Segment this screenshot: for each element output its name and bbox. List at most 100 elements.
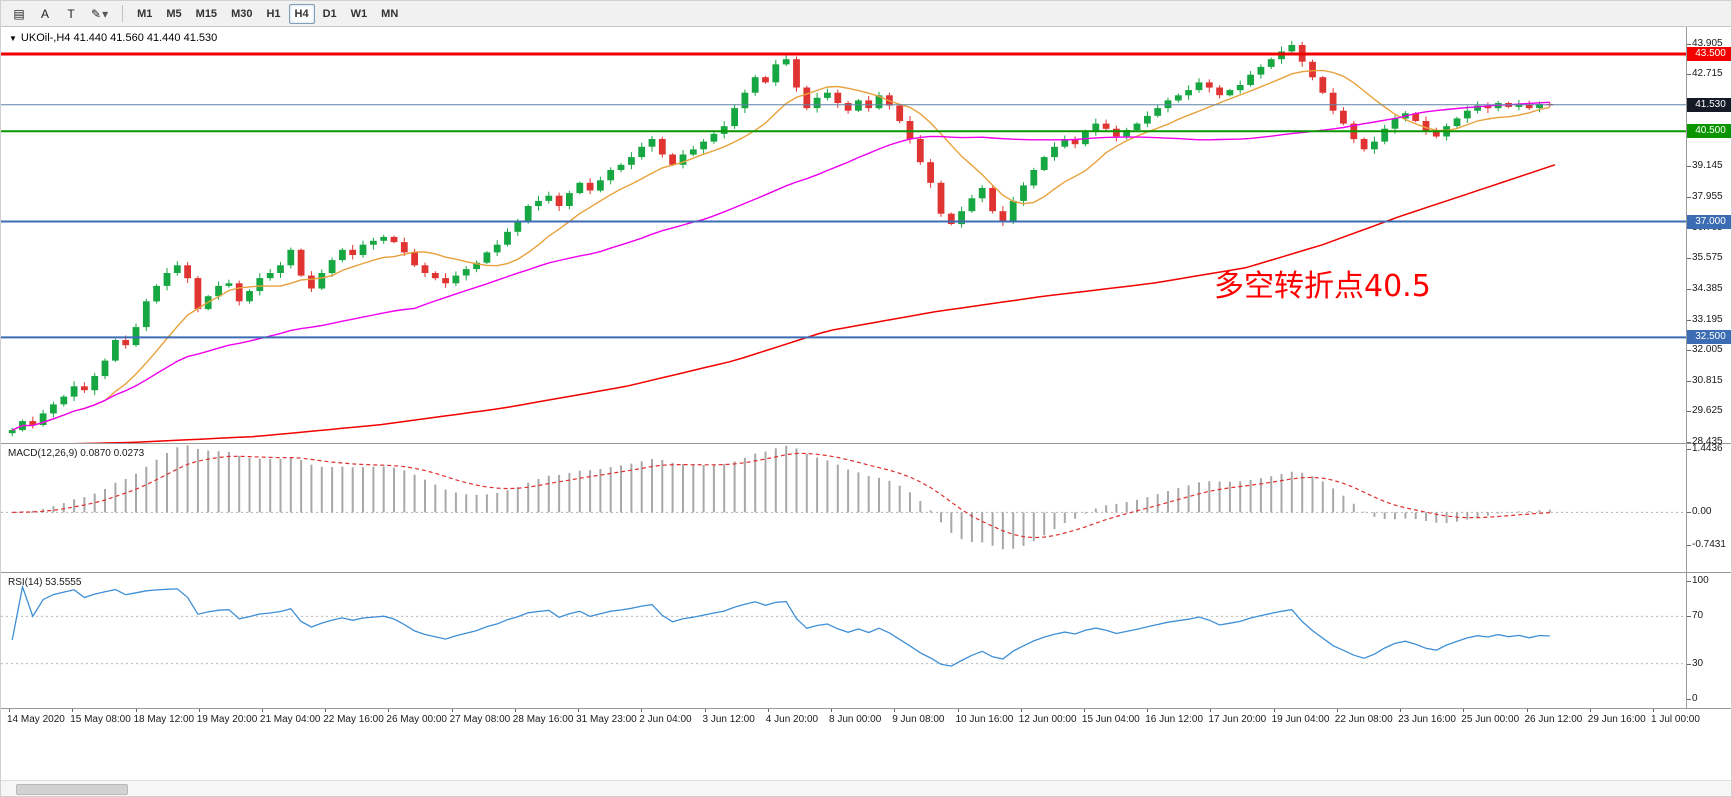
time-axis-tick (1400, 709, 1402, 712)
horizontal-scrollbar-track[interactable] (1, 780, 1731, 796)
time-label: 19 Jun 04:00 (1271, 714, 1330, 725)
draw-tool-button[interactable]: ✎ ▾ (85, 4, 114, 24)
cursor-button[interactable]: A (33, 4, 57, 24)
cursor-icon: A (40, 6, 49, 21)
time-axis-tick (1147, 709, 1149, 712)
timeframe-d1-button[interactable]: D1 (322, 7, 337, 20)
timeframe-h4-button[interactable]: H4 (288, 3, 315, 24)
macd-histogram (21, 445, 1551, 550)
price-axis-tick (1687, 166, 1691, 168)
macd-tick-label: 1.4436 (1692, 442, 1723, 454)
timeframe-m5-button[interactable]: M5 (166, 7, 182, 20)
rsi-tick-label: 70 (1692, 610, 1704, 622)
macd-axis: 1.4436 0.00 -0.7431 (1686, 442, 1731, 572)
candlestick-chart[interactable] (1, 27, 1686, 443)
macd-tick-label: -0.7431 (1692, 539, 1726, 551)
price-axis-tick (1687, 258, 1691, 260)
price-tick-label: 39.145 (1692, 160, 1723, 172)
time-axis-tick (704, 709, 706, 712)
price-axis-tick (1687, 43, 1691, 45)
time-label: 18 May 12:00 (133, 714, 195, 725)
rsi-tick-label: 0 (1692, 693, 1698, 704)
time-axis[interactable]: 14 May 2020 15 May 08:00 18 May 12:00 19 Ma… (1, 708, 1731, 728)
rsi-chart[interactable] (1, 573, 1686, 707)
horizontal-scrollbar-thumb[interactable] (16, 784, 128, 795)
level-price-badge: 32.500 (1687, 330, 1731, 345)
time-axis-tick (72, 709, 74, 712)
chart-title: ▼ UKOil-,H4 41.440 41.560 41.440 41.530 (9, 32, 217, 44)
rsi-axis-tick (1687, 616, 1691, 618)
time-axis-tick (831, 709, 832, 712)
timeframe-h1-button[interactable]: H1 (266, 7, 281, 20)
time-axis-tick (1589, 709, 1591, 712)
charts-grid-button[interactable]: ▤ (7, 4, 31, 24)
time-axis-tick (1463, 709, 1465, 712)
toolbar-separator (122, 5, 124, 22)
timeframe-m15-button[interactable]: M15 (195, 7, 218, 20)
time-axis-tick (578, 709, 580, 712)
macd-indicator-panel[interactable]: MACD(12,26,9) 0.0870 0.0273 1.4436 0.00 -0… (1, 442, 1731, 573)
time-axis-tick (957, 709, 959, 712)
time-label: 27 May 08:00 (449, 714, 511, 725)
time-label: 17 Jun 20:00 (1208, 714, 1267, 725)
time-axis-tick (325, 709, 327, 712)
timeframe-m1-button[interactable]: M1 (137, 7, 153, 20)
time-axis-tick (1526, 709, 1528, 712)
price-axis-tick (1687, 319, 1691, 321)
time-label: 23 Jun 16:00 (1398, 714, 1456, 725)
macd-axis-tick (1687, 512, 1691, 514)
macd-tick-label: 0.00 (1692, 506, 1712, 518)
time-label: 21 May 04:00 (259, 714, 321, 725)
text-tool-icon: T (67, 6, 75, 21)
time-axis-tick (1083, 709, 1085, 712)
time-label: 22 Jun 08:00 (1334, 714, 1393, 725)
time-axis-tick (641, 709, 643, 712)
time-axis-tick (388, 709, 390, 712)
time-axis-tick (1020, 709, 1022, 712)
macd-chart[interactable] (1, 444, 1686, 572)
time-label: 3 Jun 12:00 (702, 714, 755, 725)
price-axis-tick (1687, 350, 1691, 352)
time-label: 2 Jun 04:00 (639, 714, 692, 725)
price-axis-tick (1687, 74, 1691, 76)
time-axis-tick (135, 709, 137, 712)
time-label: 25 Jun 00:00 (1461, 714, 1520, 725)
rsi-indicator-panel[interactable]: RSI(14) 53.5555 100 70 30 0 (1, 573, 1731, 708)
level-price-badge: 37.000 (1687, 214, 1731, 229)
timeframe-m30-button[interactable]: M30 (231, 7, 253, 20)
time-label: 31 May 23:00 (576, 714, 637, 725)
time-label: 1 Jul 00:00 (1651, 714, 1700, 725)
chart-expander-icon[interactable]: ▼ (9, 34, 17, 43)
rsi-tick-label: 100 (1692, 575, 1709, 586)
price-axis[interactable]: 43.90542.71541.52540.33539.14537.95536.7… (1686, 27, 1731, 447)
macd-label: MACD(12,26,9) 0.0870 0.0273 (8, 448, 145, 459)
price-tick-label: 28.435 (1692, 436, 1723, 448)
time-label: 9 Jun 08:00 (892, 714, 945, 725)
rsi-label: RSI(14) 53.5555 (8, 577, 82, 588)
macd-axis-tick (1687, 448, 1691, 450)
rsi-axis: 100 70 30 0 (1686, 573, 1731, 708)
time-label: 22 May 16:00 (323, 714, 384, 725)
time-label: 28 May 16:00 (512, 714, 574, 725)
timeframe-w1-button[interactable]: W1 (350, 7, 368, 20)
price-tick-label: 33.195 (1692, 313, 1723, 325)
price-tick-label: 30.815 (1692, 374, 1723, 386)
time-axis-tick (1336, 709, 1338, 712)
time-axis-tick (9, 709, 10, 712)
price-chart-panel[interactable]: ▼ UKOil-,H4 41.440 41.560 41.440 41.530 多… (1, 27, 1731, 447)
text-tool-button[interactable]: T (59, 4, 83, 24)
time-axis-tick (514, 709, 516, 712)
price-axis-tick (1687, 196, 1691, 198)
dropdown-arrow-icon: ▾ (102, 6, 109, 21)
draw-tool-icon: ✎ (91, 6, 102, 21)
price-tick-label: 43.905 (1692, 37, 1723, 49)
ma-long-line (69, 164, 1556, 443)
time-label: 15 May 08:00 (70, 714, 131, 725)
price-axis-tick (1687, 411, 1691, 413)
time-axis-tick (1653, 709, 1654, 712)
main-toolbar: ▤ A T ✎ ▾ M1 M5 M15 M30 H1 H4 D1 W1 MN (1, 1, 1731, 27)
time-label: 12 Jun 00:00 (1018, 714, 1077, 725)
timeframe-mn-button[interactable]: MN (381, 7, 399, 20)
price-axis-tick (1687, 288, 1691, 290)
